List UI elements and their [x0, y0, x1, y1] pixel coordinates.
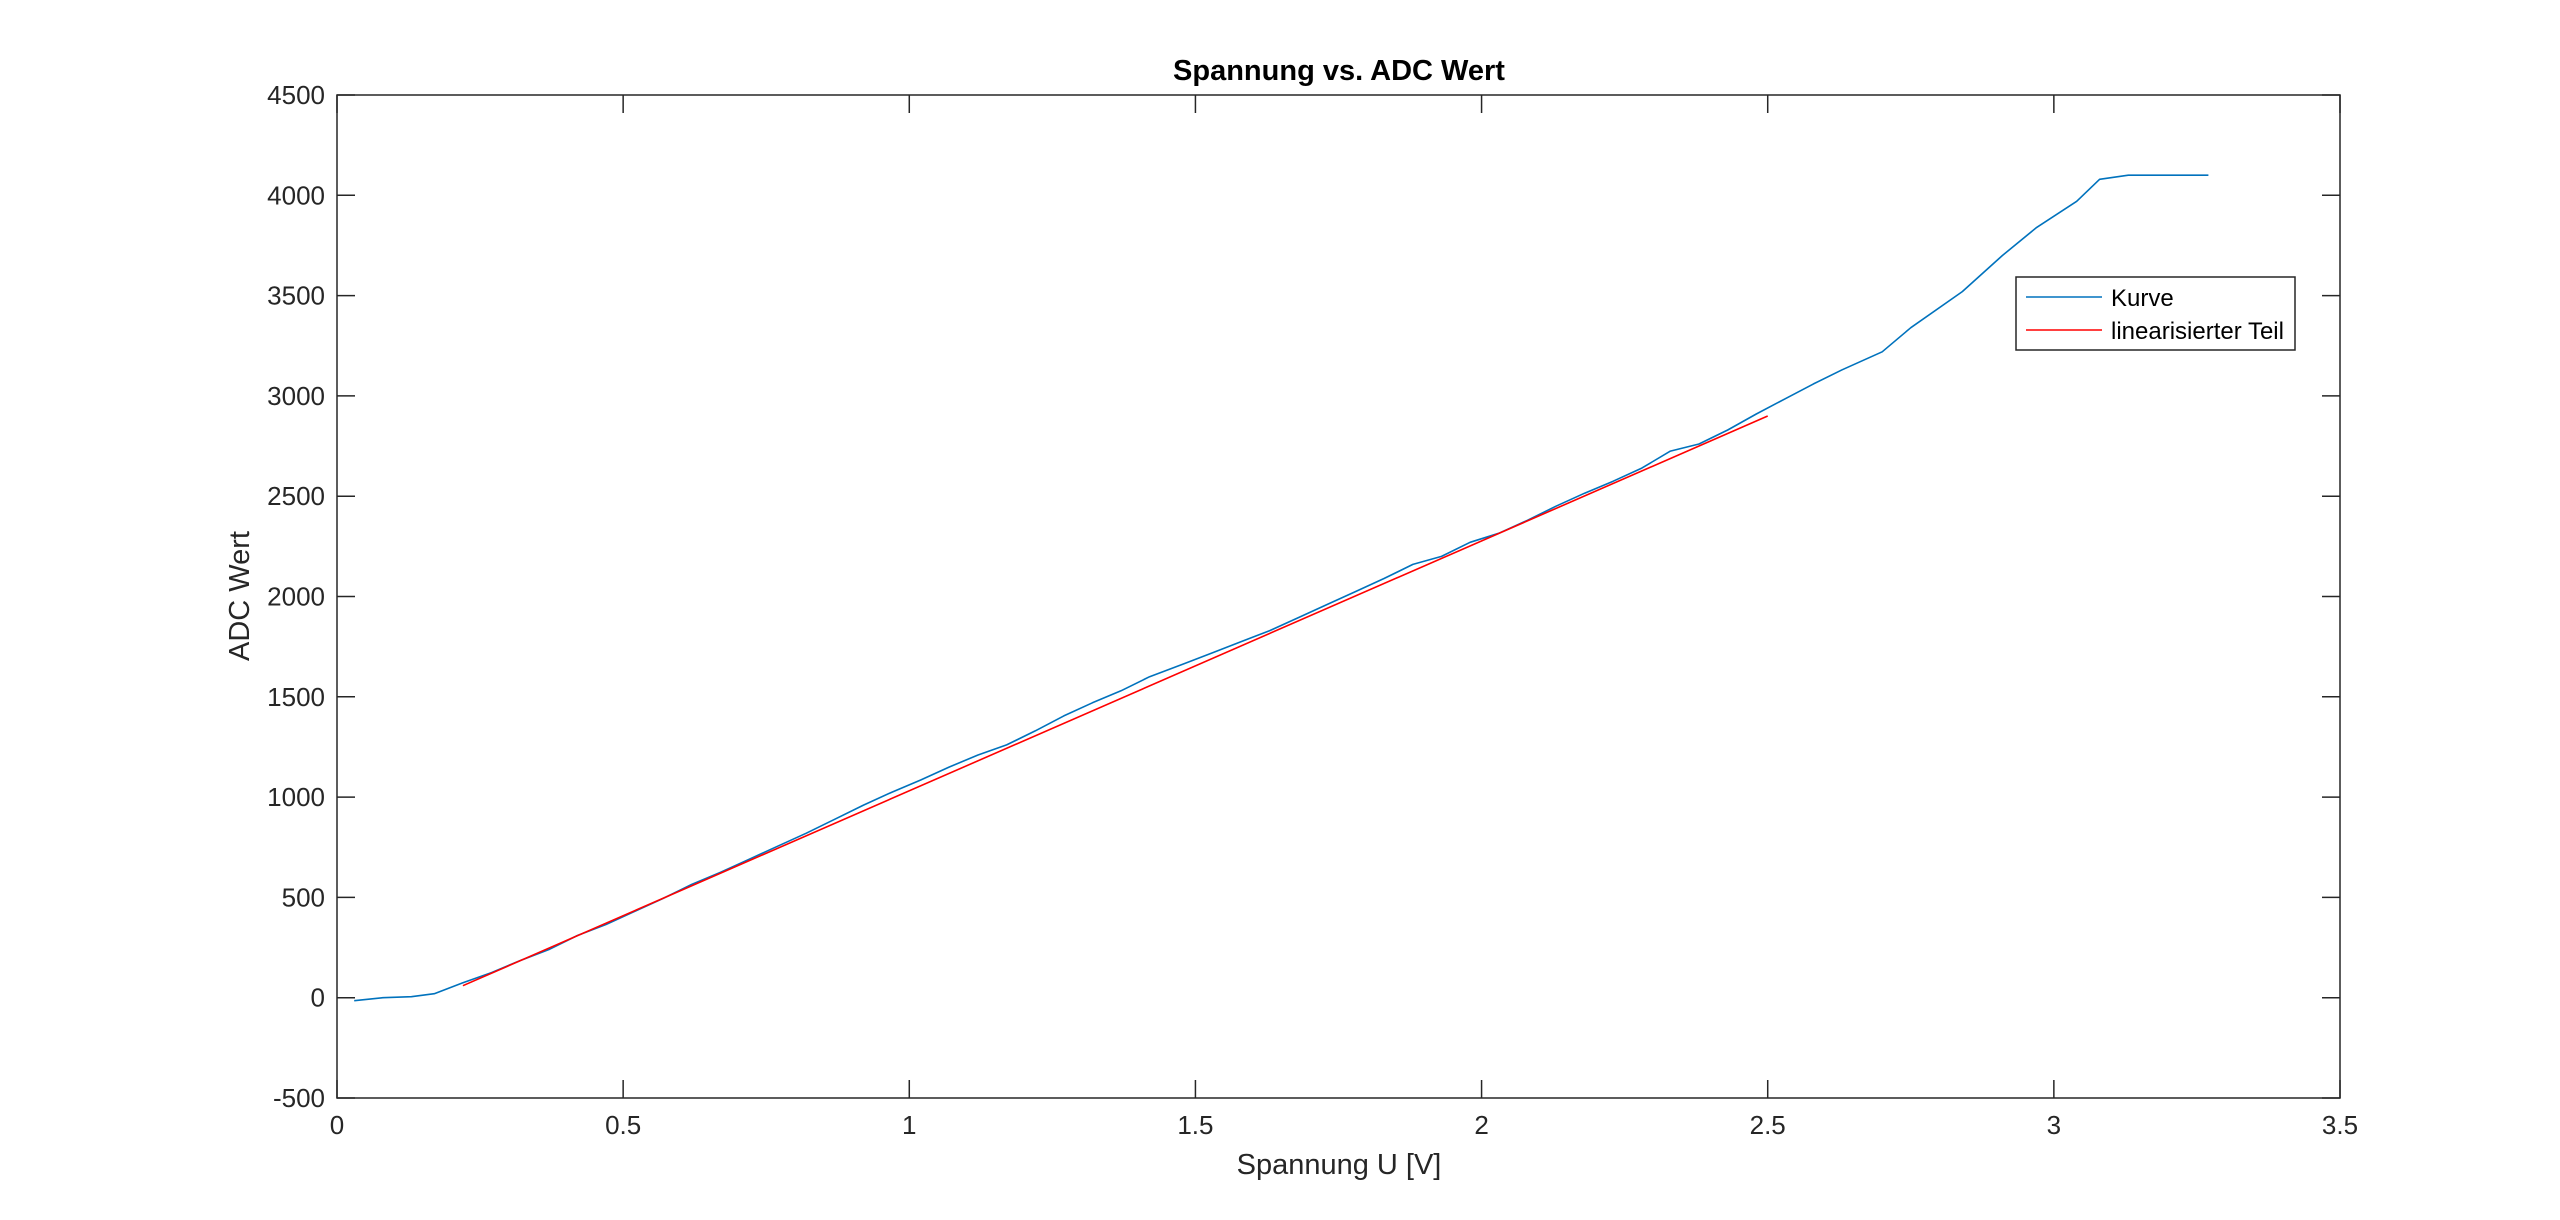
- x-tick-label: 2: [1474, 1110, 1488, 1140]
- x-tick-label: 3.5: [2322, 1110, 2358, 1140]
- x-axis-label: Spannung U [V]: [1237, 1149, 1442, 1181]
- y-axis-label: ADC Wert: [224, 531, 256, 661]
- x-axis-ticks: 0 0.5 1 1.5 2 2.5 3 3.5: [330, 95, 2358, 1140]
- y-tick-label: 1500: [267, 682, 325, 712]
- x-tick-label: 2.5: [1750, 1110, 1786, 1140]
- legend: Kurve linearisierter Teil: [2015, 276, 2296, 351]
- y-tick-label: 4000: [267, 180, 325, 210]
- y-tick-label: 3000: [267, 381, 325, 411]
- y-tick-label: 2000: [267, 582, 325, 612]
- y-tick-label: 2500: [267, 481, 325, 511]
- x-tick-label: 1.5: [1177, 1110, 1213, 1140]
- y-axis-ticks: -500 0 500 1000 1500 2000 2500 3000 3500 4000 4500: [267, 80, 2340, 1113]
- legend-box: [2015, 276, 2296, 351]
- legend-label-linearisierter-teil: linearisierter Teil: [2111, 318, 2284, 345]
- y-tick-label: 1000: [267, 782, 325, 812]
- x-tick-label: 1: [902, 1110, 916, 1140]
- series-line-linearisierter-teil: [462, 415, 1769, 987]
- y-tick-label: 3500: [267, 281, 325, 311]
- y-tick-label: 0: [311, 983, 325, 1013]
- x-tick-label: 0.5: [605, 1110, 641, 1140]
- plot-area: [337, 95, 2340, 1098]
- legend-label-kurve: Kurve: [2111, 285, 2174, 312]
- series-layer: [354, 174, 2209, 1002]
- x-tick-label: 0: [330, 1110, 344, 1140]
- chart-title: Spannung vs. ADC Wert: [1173, 55, 1505, 87]
- y-tick-label: 500: [282, 882, 325, 912]
- x-tick-label: 3: [2047, 1110, 2061, 1140]
- y-tick-label: -500: [273, 1083, 325, 1113]
- y-tick-label: 4500: [267, 80, 325, 110]
